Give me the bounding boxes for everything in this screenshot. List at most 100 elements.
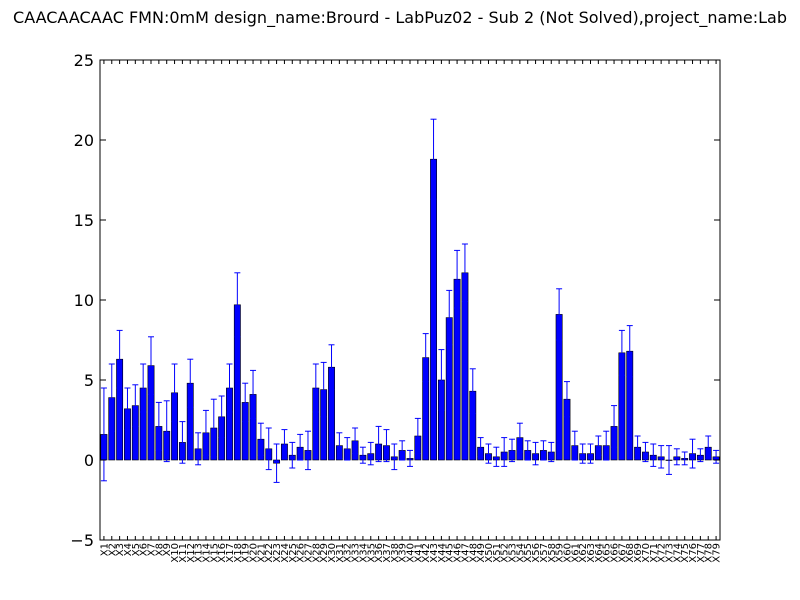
x-tick-label: X53 — [508, 543, 519, 563]
error-bar-X2 — [108, 363, 115, 432]
error-bar-X19 — [242, 382, 249, 423]
x-tick-label: X16 — [217, 543, 228, 563]
bars-group — [100, 158, 720, 464]
x-tick-label: X71 — [649, 543, 660, 563]
x-tick-label: X23 — [272, 543, 283, 563]
x-tick-label: X22 — [264, 543, 275, 563]
y-tick-label: 15 — [74, 211, 94, 230]
error-bar-X55 — [524, 440, 531, 461]
bar-X43 — [430, 158, 437, 461]
error-bar-X72 — [658, 445, 665, 469]
error-bar-X18 — [234, 272, 241, 338]
x-tick-label: X9 — [162, 543, 173, 556]
error-bar-X14 — [202, 409, 209, 456]
x-tick-label: X54 — [515, 543, 526, 563]
x-tick-label: X65 — [602, 543, 613, 563]
error-bar-X32 — [344, 437, 351, 461]
x-tick-label: X12 — [186, 543, 197, 563]
error-bar-X11 — [179, 421, 186, 464]
error-bar-X62 — [579, 443, 586, 464]
error-bar-X5 — [132, 384, 139, 427]
x-tick-label: X64 — [594, 543, 605, 563]
error-bar-X69 — [634, 435, 641, 459]
error-bar-X6 — [140, 363, 147, 413]
x-tick-label: X51 — [492, 543, 503, 563]
x-tick-label: X19 — [241, 543, 252, 563]
error-bar-X71 — [650, 443, 657, 467]
x-tick-label: X31 — [335, 543, 346, 563]
x-tick-label: X34 — [358, 543, 369, 563]
x-tick-label: X40 — [406, 543, 417, 563]
x-tick-label: X5 — [131, 543, 142, 556]
error-bar-X53 — [509, 438, 516, 463]
error-bar-X45 — [446, 289, 453, 346]
x-tick-label: X73 — [664, 543, 675, 563]
x-tick-label: X27 — [303, 543, 314, 563]
error-bar-X25 — [289, 441, 296, 469]
error-bar-X34 — [359, 446, 366, 464]
error-bars-group — [100, 118, 720, 483]
error-bar-X49 — [477, 437, 484, 458]
x-tick-label: X20 — [249, 543, 260, 563]
x-tick-label: X42 — [421, 543, 432, 563]
error-bar-X74 — [673, 448, 680, 466]
error-bar-X21 — [257, 422, 264, 456]
error-bar-X59 — [556, 288, 563, 341]
x-tick-label: X29 — [319, 543, 330, 563]
error-bar-X76 — [689, 438, 696, 469]
error-bar-X56 — [532, 441, 539, 466]
x-tick-label: X26 — [296, 543, 307, 563]
error-bar-X42 — [422, 333, 429, 383]
y-tick-label: −5 — [70, 531, 94, 550]
error-bar-X15 — [210, 398, 217, 458]
x-tick-label: X79 — [712, 543, 723, 563]
error-bar-X20 — [250, 369, 257, 419]
error-bar-X48 — [469, 368, 476, 415]
error-bar-X31 — [336, 432, 343, 459]
error-bar-X57 — [540, 440, 547, 461]
error-bar-X26 — [297, 433, 304, 461]
error-bar-X33 — [352, 427, 359, 455]
x-tick-label: X50 — [484, 543, 495, 563]
error-bar-X70 — [642, 441, 649, 463]
x-tick-label: X61 — [570, 543, 581, 563]
x-tick-label: X46 — [453, 543, 464, 563]
x-tick-label: X69 — [633, 543, 644, 563]
x-tick-label: X36 — [374, 543, 385, 563]
x-tick-label: X41 — [413, 543, 424, 563]
error-bar-X61 — [571, 430, 578, 461]
error-bar-X60 — [563, 381, 570, 418]
x-tick-label: X1 — [99, 543, 110, 556]
error-bar-X27 — [304, 430, 311, 471]
x-tick-label: X3 — [115, 543, 126, 556]
error-bar-X41 — [414, 417, 421, 455]
x-tick-label: X58 — [547, 543, 558, 563]
error-bar-X66 — [611, 405, 618, 448]
error-bar-X64 — [595, 435, 602, 456]
error-bar-X40 — [407, 449, 413, 467]
x-tick-label: X72 — [657, 543, 668, 563]
y-tick-label: 10 — [74, 291, 94, 310]
error-bar-X44 — [438, 349, 445, 411]
x-tick-label: X8 — [154, 543, 165, 556]
x-tick-label: X32 — [343, 543, 354, 563]
x-tick-label: X49 — [476, 543, 487, 563]
x-tick-label: X57 — [539, 543, 550, 563]
error-bar-X77 — [697, 448, 704, 463]
x-tick-label: X62 — [578, 543, 589, 563]
error-bar-X17 — [226, 363, 233, 413]
error-bar-X63 — [587, 443, 594, 464]
x-tick-label: X67 — [617, 543, 628, 563]
chart-title: CAACAACAAC FMN:0mM design_name:Brourd - … — [13, 8, 787, 27]
error-bar-X54 — [516, 422, 523, 453]
error-bar-X3 — [116, 329, 123, 389]
x-tick-label: X15 — [209, 543, 220, 563]
error-bar-X78 — [705, 435, 712, 459]
x-tick-label: X38 — [390, 543, 401, 563]
error-bar-X39 — [399, 440, 406, 461]
x-tick-label: X35 — [366, 543, 377, 563]
error-bar-X38 — [391, 443, 398, 471]
x-axis: X1X2X3X4X5X6X7X8X9X10X11X12X13X14X15X16X… — [99, 60, 723, 563]
error-bar-X37 — [383, 429, 390, 463]
x-tick-label: X76 — [688, 543, 699, 563]
